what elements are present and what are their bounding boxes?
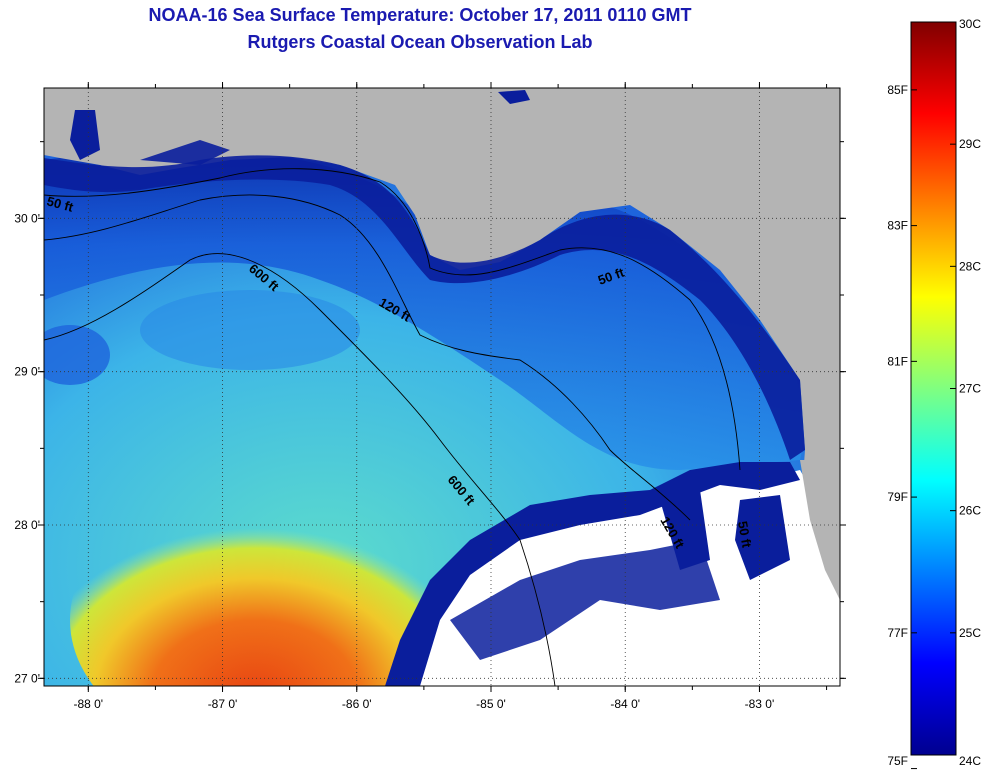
celsius-label: 25C bbox=[959, 626, 981, 640]
mobile-bay bbox=[70, 110, 100, 160]
longitude-label: -86 0' bbox=[342, 697, 372, 711]
fahrenheit-label: 79F bbox=[887, 490, 908, 504]
colorbar-labels: 30C 29C 28C 27C 26C 25C 24C 85F 83F 81F 79F 77F 75F bbox=[887, 17, 981, 770]
mid-water-patch bbox=[140, 290, 360, 370]
celsius-label: 27C bbox=[959, 382, 981, 396]
contour-120ft bbox=[44, 194, 691, 521]
latitude-label: 28 0' bbox=[14, 518, 40, 532]
fahrenheit-label: 75F bbox=[887, 754, 908, 768]
map-title: NOAA-16 Sea Surface Temperature: October… bbox=[148, 5, 692, 25]
map-area: 50 ft 600 ft 120 ft 50 ft 600 ft 120 ft … bbox=[44, 88, 840, 686]
colorbar bbox=[910, 21, 957, 756]
contour-label: 50 ft bbox=[45, 193, 75, 215]
longitude-label: -87 0' bbox=[208, 697, 238, 711]
depth-contours bbox=[44, 168, 741, 686]
florida-peninsula bbox=[800, 460, 840, 600]
contour-label: 50 ft bbox=[735, 520, 755, 550]
longitude-label: -85 0' bbox=[476, 697, 506, 711]
longitude-label: -88 0' bbox=[73, 697, 103, 711]
latitude-label: 30 0' bbox=[14, 211, 40, 225]
longitude-label: -84 0' bbox=[610, 697, 640, 711]
fahrenheit-label: 81F bbox=[887, 354, 908, 368]
celsius-label: 29C bbox=[959, 137, 981, 151]
map-subtitle: Rutgers Coastal Ocean Observation Lab bbox=[247, 32, 593, 52]
contour-600ft bbox=[44, 253, 556, 686]
celsius-label: 26C bbox=[959, 504, 981, 518]
cold-patch bbox=[44, 325, 110, 385]
cold-water-blob bbox=[660, 490, 710, 570]
fahrenheit-label: 77F bbox=[887, 626, 908, 640]
warm-eddy bbox=[70, 485, 440, 686]
inland-lake bbox=[498, 90, 530, 104]
graticule bbox=[44, 88, 840, 686]
latitude-label: 27 0' bbox=[14, 671, 40, 685]
cold-water-blob bbox=[735, 495, 790, 580]
celsius-label: 30C bbox=[959, 17, 981, 31]
land-mass bbox=[44, 88, 840, 600]
celsius-label: 24C bbox=[959, 754, 981, 768]
fahrenheit-label: 83F bbox=[887, 219, 908, 233]
contour-50ft bbox=[44, 168, 741, 471]
frame-ticks bbox=[38, 82, 846, 692]
latitude-label: 29 0' bbox=[14, 365, 40, 379]
cloud-edge-cold-water bbox=[385, 462, 800, 686]
axis-labels: -88 0' -87 0' -86 0' -85 0' -84 0' -83 0' 30 0… bbox=[14, 211, 774, 711]
map-frame bbox=[43, 87, 841, 687]
celsius-label: 28C bbox=[959, 259, 981, 273]
cold-water-blob bbox=[450, 540, 720, 660]
coastal-cold-band bbox=[44, 155, 805, 460]
longitude-label: -83 0' bbox=[745, 697, 775, 711]
fahrenheit-label: 85F bbox=[887, 83, 908, 97]
coastal-bay bbox=[140, 140, 230, 165]
